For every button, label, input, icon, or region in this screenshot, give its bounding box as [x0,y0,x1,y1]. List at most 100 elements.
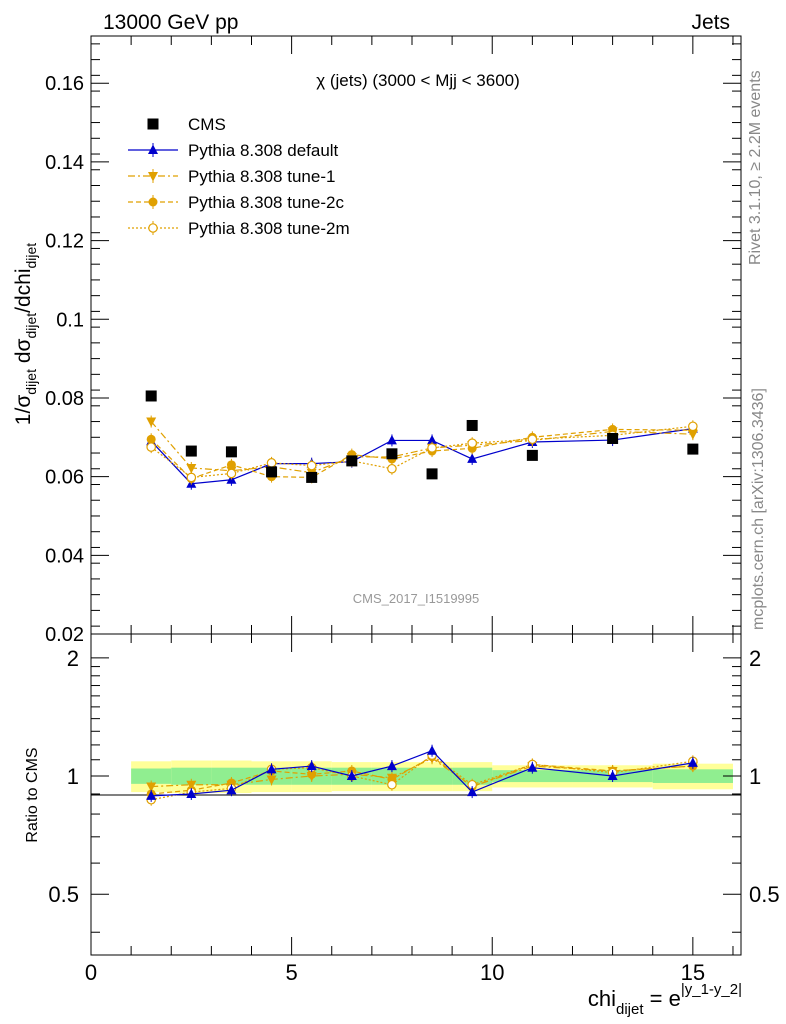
main-cms-point [266,466,278,478]
ratio-y-tick-label: 0.5 [48,882,79,907]
header-right: Jets [691,11,730,34]
legend: CMS Pythia 8.308 default Pythia 8.308 tune… [128,115,350,238]
ratio-panel-frame [90,633,742,956]
main-y-tick-label: 0.16 [45,73,84,95]
legend-marker [148,223,158,233]
main-y-tick-label: 0.04 [45,545,84,567]
main-cms-point [607,432,619,444]
ratio-tune1-point [146,782,157,793]
main-tune2m-point [527,434,538,445]
panel-title: χ (jets) (3000 < Mjj < 3600) [316,71,520,90]
rivet-version-label: Rivet 3.1.10, ≥ 2.2M events [747,70,764,265]
main-tune2m-point [266,458,277,468]
main-tune2m-point [387,463,397,474]
main-y-tick-label: 0.12 [45,231,84,253]
ratio-default-point [607,770,618,781]
ratio-tune2c-point [307,769,317,779]
main-cms-point [185,445,197,457]
ratio-y-axis-title: Ratio to CMS [24,747,41,842]
ratio-y-tick-label: 1 [67,764,79,789]
band-inner-segment [492,770,573,783]
main-panel-ticks: 0.02 0.04 0.06 0.08 0.1 0.12 0.14 0.16 [45,36,741,646]
ratio-default-point [266,763,277,774]
main-tune2c-point [226,460,236,470]
legend-label: Pythia 8.308 default [188,141,339,160]
ratio-y-tick-label-right: 2 [749,646,761,671]
header-left: 13000 GeV pp [103,11,238,34]
svg-text:chidijet = e|y_1-y_2|: chidijet = e|y_1-y_2| [588,981,742,1018]
main-tune2m-point [467,438,477,448]
ratio-default-line [151,750,693,797]
x-tick-label: 10 [480,960,504,985]
main-y-tick-label: 0.06 [45,467,84,489]
ratio-default-point [226,784,237,795]
main-cms-point [145,390,157,402]
ratio-default-point [146,790,157,800]
ratio-tune2m-line [151,754,693,801]
main-tune2m-point [306,460,317,471]
main-default-line [150,428,693,485]
ratio-panel-ticks: 0.5 0.5 1 1 2 2 0 5 10 15 [48,634,780,985]
band-inner-segment [411,767,453,785]
main-cms-point [346,455,358,467]
ratio-default-point [427,745,438,755]
legend-marker [148,172,158,182]
main-cms-point [306,471,318,483]
ratio-default-point [687,757,698,767]
ratio-default-point [346,770,357,781]
main-cms-point [526,449,538,461]
ratio-default-point [527,762,538,772]
cms-uncertainty-band [131,760,733,794]
ratio-default-point [467,786,478,797]
main-default-point [427,434,438,445]
main-tune2c-line [150,428,693,480]
main-y-axis-title: 1/σdijet dσdijet/dchidijet [12,243,39,425]
main-tune2m-point [186,472,197,483]
x-tick-label: 0 [85,960,97,985]
main-panel: 0.02 0.04 0.06 0.08 0.1 0.12 0.14 0.16 χ (jets)… [12,35,742,646]
legend-label: CMS [188,115,226,134]
mcplots-label: mcplots.cern.ch [arXiv:1306.3436] [750,388,767,630]
ratio-default-point [386,760,397,771]
main-panel-marks [145,390,699,490]
main-y-tick-label: 0.08 [45,388,84,410]
main-y-tick-label: 0.14 [45,152,84,174]
main-y-tick-label: 0.02 [45,624,84,646]
main-tune2m-point [146,442,156,452]
band-inner-segment [452,767,493,785]
main-cms-point [466,419,478,431]
ratio-default-point [306,760,317,771]
ratio-tune1-line [151,757,693,788]
main-tune1-point [146,417,157,428]
legend-label: Pythia 8.308 tune-2c [188,193,344,212]
main-default-point [467,453,478,463]
main-tune2m-point [427,443,437,453]
analysis-watermark: CMS_2017_I1519995 [353,591,480,606]
ratio-tune2m-point [387,779,397,790]
svg-text:1/σdijet dσdijet/dchidijet: 1/σdijet dσdijet/dchidijet [12,243,39,425]
main-tune2m-line [150,425,693,479]
main-y-tick-label: 0.1 [56,309,84,331]
ratio-y-tick-label: 2 [67,646,79,671]
band-inner-segment [652,769,733,783]
ratio-y-tick-label-right: 0.5 [749,882,780,907]
x-tick-label: 15 [681,960,705,985]
main-cms-point [225,446,237,458]
legend-label: Pythia 8.308 tune-2m [188,219,350,238]
ratio-default-point [186,788,197,798]
main-tune1-point [186,463,197,474]
legend-marker [148,144,158,154]
x-axis-title: chidijet = e|y_1-y_2| [588,981,742,1018]
main-cms-point [687,443,699,455]
main-cms-point [386,448,398,460]
ratio-panel: 0.5 0.5 1 1 2 2 0 5 10 15 Ratio to CMS chidijet =… [24,633,780,1018]
main-tune2m-point [688,421,698,432]
legend-marker [147,118,159,130]
ratio-tune1-point [266,775,277,785]
x-tick-label: 5 [285,960,297,985]
ratio-y-tick-label-right: 1 [749,764,761,789]
band-inner-segment [171,767,212,785]
band-inner-segment [131,768,172,784]
main-tune2m-point [226,468,237,479]
